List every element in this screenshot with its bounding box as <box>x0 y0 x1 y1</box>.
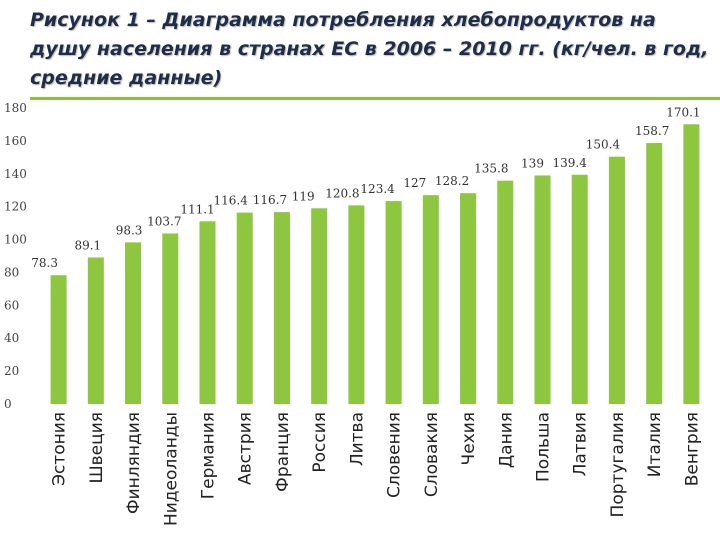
data-label: 127 <box>403 176 426 190</box>
data-label: 123.4 <box>360 182 395 196</box>
y-tick-label: 0 <box>4 397 12 411</box>
bar <box>460 193 477 404</box>
bar <box>422 195 439 404</box>
bar <box>50 275 67 404</box>
data-label: 139 <box>521 156 544 170</box>
data-label: 119 <box>292 189 315 203</box>
page-title: Рисунок 1 – Диаграмма потребления хлебоп… <box>30 9 709 89</box>
y-tick-label: 120 <box>4 200 27 214</box>
category-label: Венгрия <box>682 412 702 486</box>
bar <box>273 212 290 404</box>
data-label: 128.2 <box>435 174 469 188</box>
category-label: Литва <box>347 412 367 466</box>
bar <box>385 201 402 404</box>
bar <box>608 156 625 404</box>
category-label: Латвия <box>571 412 591 476</box>
bar <box>646 143 663 404</box>
category-label: Швеция <box>87 412 107 484</box>
data-label: 139.4 <box>553 156 588 170</box>
data-label: 116.4 <box>214 194 249 208</box>
category-label: Германия <box>199 412 219 499</box>
bar <box>311 208 328 404</box>
bar <box>87 257 104 404</box>
bar <box>236 212 253 404</box>
data-label: 98.3 <box>116 223 143 237</box>
bar <box>199 221 216 404</box>
category-label: Португалия <box>608 412 628 517</box>
data-label: 78.3 <box>31 256 58 270</box>
y-tick-label: 140 <box>4 167 27 181</box>
data-label: 111.1 <box>180 202 214 216</box>
bar <box>162 233 179 404</box>
bar <box>534 175 551 404</box>
category-label: Польша <box>534 412 554 482</box>
bar <box>125 242 142 404</box>
bar <box>497 180 514 404</box>
data-label: 120.8 <box>325 186 359 200</box>
category-label: Австрия <box>236 412 256 485</box>
bar <box>571 174 588 404</box>
data-label: 135.8 <box>474 162 508 176</box>
y-tick-label: 40 <box>4 331 19 345</box>
data-label: 170.1 <box>666 105 700 119</box>
y-tick-label: 80 <box>4 265 19 279</box>
y-tick-label: 100 <box>4 233 27 247</box>
category-label: Россия <box>310 412 330 473</box>
y-tick-label: 180 <box>4 101 27 115</box>
category-label: Финляндия <box>124 412 144 514</box>
category-label: Италия <box>645 412 665 477</box>
y-tick-label: 160 <box>4 134 27 148</box>
data-label: 103.7 <box>147 214 181 228</box>
bar <box>348 205 365 404</box>
category-label: Франция <box>273 412 293 492</box>
category-label: Дания <box>496 412 516 468</box>
category-label: Словакия <box>422 412 442 497</box>
data-label: 158.7 <box>635 124 669 138</box>
category-label: Чехия <box>459 412 479 465</box>
bar <box>683 124 700 404</box>
data-label: 116.7 <box>253 193 287 207</box>
data-label: 89.1 <box>74 238 101 252</box>
title-divider <box>30 97 720 100</box>
category-label: Нидеоланды <box>161 412 181 526</box>
category-label: Словения <box>385 412 405 498</box>
y-tick-label: 20 <box>4 364 19 378</box>
data-label: 150.4 <box>586 138 621 152</box>
category-label: Эстония <box>50 412 70 486</box>
y-tick-label: 60 <box>4 298 19 312</box>
